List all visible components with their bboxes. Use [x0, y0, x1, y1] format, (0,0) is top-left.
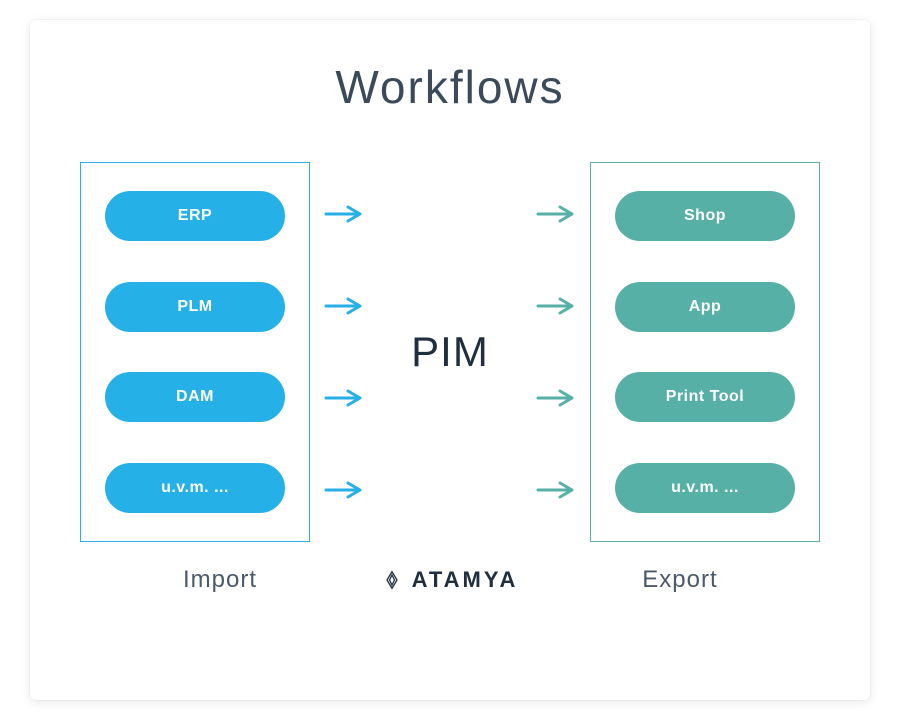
export-arrows	[520, 162, 590, 542]
export-label: Export	[600, 566, 760, 594]
brand-diamond-icon	[382, 570, 402, 590]
center-label: PIM	[411, 328, 489, 376]
arrow-icon	[536, 296, 576, 316]
arrow-icon	[324, 204, 364, 224]
pill-item: Print Tool	[615, 372, 795, 422]
pill-item: u.v.m. ...	[105, 463, 285, 513]
export-box: Shop App Print Tool u.v.m. ...	[590, 162, 820, 542]
brand: ATAMYA	[382, 567, 519, 593]
import-label: Import	[140, 566, 300, 594]
pill-item: u.v.m. ...	[615, 463, 795, 513]
arrow-icon	[324, 296, 364, 316]
arrow-icon	[536, 204, 576, 224]
footer-row: Import ATAMYA Export	[80, 566, 820, 594]
pill-item: Shop	[615, 191, 795, 241]
workflows-card: Workflows ERP PLM DAM u.v.m. ... PIM Shop Ap…	[30, 20, 870, 700]
diagram-title: Workflows	[80, 60, 820, 114]
pill-item: PLM	[105, 282, 285, 332]
diagram-row: ERP PLM DAM u.v.m. ... PIM Shop App Print Too…	[80, 162, 820, 542]
pill-item: DAM	[105, 372, 285, 422]
arrow-icon	[536, 388, 576, 408]
import-arrows	[310, 162, 380, 542]
arrow-icon	[324, 388, 364, 408]
center-col: PIM	[380, 162, 520, 542]
arrow-icon	[536, 480, 576, 500]
arrow-icon	[324, 480, 364, 500]
brand-text: ATAMYA	[412, 567, 519, 593]
pill-item: App	[615, 282, 795, 332]
import-box: ERP PLM DAM u.v.m. ...	[80, 162, 310, 542]
pill-item: ERP	[105, 191, 285, 241]
